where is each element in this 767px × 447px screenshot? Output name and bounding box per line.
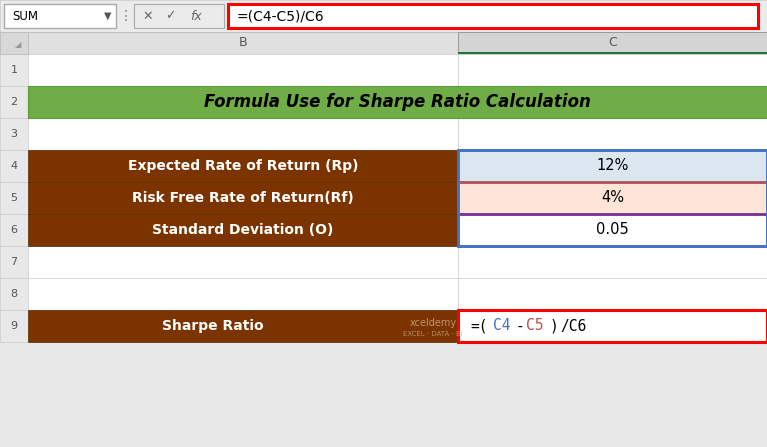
Text: ⋮: ⋮ xyxy=(119,9,133,23)
Bar xyxy=(458,246,767,278)
Bar xyxy=(28,86,767,118)
Text: 3: 3 xyxy=(11,129,18,139)
Text: =(: =( xyxy=(470,319,488,333)
Bar xyxy=(0,32,28,54)
Text: C5: C5 xyxy=(526,319,544,333)
Bar xyxy=(28,150,458,182)
Bar xyxy=(28,54,458,86)
Bar xyxy=(458,182,767,214)
Bar xyxy=(4,4,116,28)
Text: ◢: ◢ xyxy=(15,40,21,49)
Bar xyxy=(28,310,458,342)
Text: /C6: /C6 xyxy=(561,319,587,333)
Text: fx: fx xyxy=(190,9,202,22)
Text: SUM: SUM xyxy=(12,9,38,22)
Text: 4%: 4% xyxy=(601,190,624,206)
Text: B: B xyxy=(239,37,247,50)
Bar xyxy=(28,150,458,182)
Bar xyxy=(28,182,458,214)
Text: 1: 1 xyxy=(11,65,18,75)
Bar xyxy=(458,214,767,246)
Bar xyxy=(458,118,767,150)
Bar xyxy=(458,182,767,214)
Text: 0.05: 0.05 xyxy=(596,223,629,237)
Text: 2: 2 xyxy=(11,97,18,107)
Text: 4: 4 xyxy=(11,161,18,171)
Bar xyxy=(28,118,458,150)
Bar xyxy=(28,32,458,54)
Bar xyxy=(228,4,758,28)
Text: =(C4-C5)/C6: =(C4-C5)/C6 xyxy=(236,9,324,23)
Bar xyxy=(134,4,224,28)
Text: Formula Use for Sharpe Ratio Calculation: Formula Use for Sharpe Ratio Calculation xyxy=(204,93,591,111)
Text: 7: 7 xyxy=(11,257,18,267)
Bar xyxy=(458,150,767,182)
Bar xyxy=(28,86,458,118)
Text: 12%: 12% xyxy=(596,159,629,173)
Text: EXCEL · DATA · BI: EXCEL · DATA · BI xyxy=(403,331,463,337)
Bar xyxy=(458,54,767,86)
Bar xyxy=(458,150,767,182)
Bar xyxy=(28,214,458,246)
Bar xyxy=(458,32,767,54)
Bar xyxy=(458,86,767,118)
Text: ✓: ✓ xyxy=(165,9,175,22)
Bar xyxy=(28,278,458,310)
Bar xyxy=(0,86,28,118)
Text: xceldemy: xceldemy xyxy=(410,318,456,328)
Bar xyxy=(0,0,767,32)
Bar xyxy=(28,182,458,214)
Bar xyxy=(28,310,458,342)
Text: Sharpe Ratio: Sharpe Ratio xyxy=(162,319,264,333)
Text: ▼: ▼ xyxy=(104,11,112,21)
Text: Standard Deviation (O): Standard Deviation (O) xyxy=(153,223,334,237)
Bar xyxy=(458,150,767,246)
Bar xyxy=(28,246,458,278)
Bar xyxy=(0,246,28,278)
Bar xyxy=(458,278,767,310)
Text: 6: 6 xyxy=(11,225,18,235)
Text: 9: 9 xyxy=(11,321,18,331)
Bar xyxy=(0,118,28,150)
Text: C4: C4 xyxy=(492,319,510,333)
Bar xyxy=(0,32,767,54)
Bar xyxy=(458,214,767,246)
Text: ✕: ✕ xyxy=(143,9,153,22)
Bar xyxy=(458,214,767,246)
Text: ): ) xyxy=(549,319,558,333)
Bar xyxy=(28,214,458,246)
Text: 8: 8 xyxy=(11,289,18,299)
Bar xyxy=(0,214,28,246)
Bar xyxy=(458,150,767,182)
Bar xyxy=(0,310,28,342)
Text: -: - xyxy=(515,319,524,333)
Bar xyxy=(458,51,767,54)
Text: Risk Free Rate of Return(Rf): Risk Free Rate of Return(Rf) xyxy=(132,191,354,205)
Text: C: C xyxy=(608,37,617,50)
Bar xyxy=(0,182,28,214)
Bar xyxy=(458,310,767,342)
Bar xyxy=(458,310,767,342)
Bar xyxy=(0,278,28,310)
Bar xyxy=(0,150,28,182)
Bar xyxy=(458,182,767,214)
Text: Expected Rate of Return (Rp): Expected Rate of Return (Rp) xyxy=(128,159,358,173)
Text: 5: 5 xyxy=(11,193,18,203)
Bar xyxy=(0,54,28,86)
